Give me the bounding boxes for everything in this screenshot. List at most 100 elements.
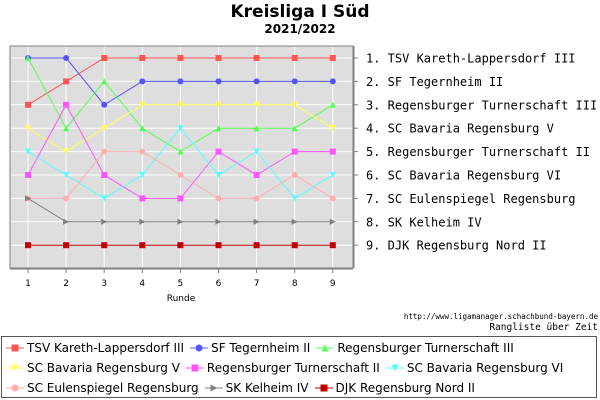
data-point	[253, 218, 260, 225]
series-group	[25, 55, 336, 249]
legend-marker	[191, 364, 199, 372]
legend-label: Regensburger Turnerschaft III	[337, 341, 514, 355]
legend-item: SC Bavaria Regensburg VI	[385, 361, 564, 375]
data-point	[63, 148, 70, 155]
legend-swatch	[204, 384, 223, 392]
data-point	[291, 218, 298, 225]
data-point	[63, 218, 70, 225]
legend-swatch	[385, 364, 404, 372]
data-point	[215, 242, 222, 249]
legend-marker	[320, 384, 328, 392]
legend-label: Regensburger Turnerschaft II	[206, 361, 380, 375]
data-point	[291, 55, 298, 61]
data-point	[139, 242, 146, 249]
data-point	[215, 125, 222, 132]
data-point	[291, 195, 298, 202]
legend-item: TSV Kareth-Lappersdorf III	[6, 341, 184, 355]
x-tick-label: 7	[254, 279, 260, 289]
legend-row: SC Eulenspiegel Regensburg SK Kelheim IV D…	[6, 378, 481, 398]
data-point	[25, 242, 31, 249]
legend-swatch	[6, 384, 24, 392]
data-point	[329, 172, 336, 178]
data-point	[101, 78, 108, 85]
rank-label: 4. SC Bavaria Regensburg V	[366, 122, 554, 136]
data-point	[215, 218, 222, 225]
data-point	[291, 172, 298, 178]
data-point	[329, 242, 336, 249]
data-point	[291, 78, 298, 85]
legend-label: SC Eulenspiegel Regensburg	[27, 381, 199, 395]
data-point	[101, 55, 108, 61]
series-4	[25, 101, 336, 155]
data-point	[291, 242, 298, 249]
legend-item: Regensburger Turnerschaft II	[185, 361, 380, 375]
legend-item: SF Tegernheim II	[190, 341, 310, 355]
legend-item: SC Bavaria Regensburg V	[6, 361, 180, 375]
data-point	[139, 172, 146, 178]
series-3	[25, 55, 336, 155]
data-point	[329, 195, 336, 202]
x-tick-label: 2	[63, 279, 69, 289]
data-point	[101, 195, 108, 202]
data-point	[215, 55, 222, 61]
data-point	[177, 101, 184, 108]
x-tick-label: 6	[216, 279, 222, 289]
legend-marker	[11, 344, 19, 352]
legend-item: SK Kelheim IV	[204, 381, 309, 395]
rank-label: 3. Regensburger Turnerschaft III	[366, 98, 597, 112]
legend-label: SC Bavaria Regensburg VI	[406, 361, 564, 375]
data-point	[177, 55, 184, 61]
legend-swatch	[6, 344, 24, 352]
data-point	[63, 55, 70, 61]
data-point	[25, 195, 31, 202]
data-point	[253, 125, 260, 132]
data-point	[25, 172, 31, 178]
data-point	[63, 101, 70, 108]
rank-label: 7. SC Eulenspiegel Regensburg	[366, 192, 576, 206]
data-point	[253, 172, 260, 178]
data-point	[329, 101, 336, 108]
data-point	[253, 101, 260, 108]
axes: 1 2 3 4 5 6 7 8 9	[10, 46, 358, 289]
data-point	[139, 125, 146, 132]
data-point	[25, 55, 31, 61]
legend-marker	[11, 384, 19, 392]
rank-label: 9. DJK Regensburg Nord II	[366, 239, 547, 253]
data-point	[291, 125, 298, 132]
x-axis-title: Runde	[167, 294, 196, 304]
data-point	[215, 148, 222, 155]
legend-row: TSV Kareth-Lappersdorf III SF Tegernheim …	[6, 338, 520, 358]
data-point	[139, 55, 146, 61]
rank-label: 6. SC Bavaria Regensburg VI	[366, 169, 561, 183]
data-point	[101, 242, 108, 249]
data-point	[139, 195, 146, 202]
series-7	[25, 148, 336, 202]
legend-swatch	[185, 364, 204, 372]
data-point	[215, 78, 222, 85]
legend-label: SC Bavaria Regensburg V	[27, 361, 180, 375]
data-point	[177, 172, 184, 178]
data-point	[25, 125, 31, 132]
rank-label: 2. SF Tegernheim II	[366, 75, 503, 89]
legend-row: SC Bavaria Regensburg V Regensburger Turn…	[6, 358, 569, 378]
legend-label: SK Kelheim IV	[225, 381, 309, 395]
series-9	[25, 242, 336, 249]
data-point	[253, 148, 260, 155]
series-2	[25, 55, 336, 108]
data-point	[215, 101, 222, 108]
rank-label: 5. Regensburger Turnerschaft II	[366, 145, 590, 159]
data-point	[63, 125, 70, 132]
legend-label: DJK Regensburg Nord II	[335, 381, 475, 395]
data-point	[177, 242, 184, 249]
data-point	[215, 195, 222, 202]
legend-marker	[195, 344, 203, 352]
data-point	[63, 195, 70, 202]
x-tick-label: 3	[101, 279, 107, 289]
legend-marker	[321, 344, 329, 352]
data-point	[139, 101, 146, 108]
data-point	[177, 125, 184, 132]
data-point	[63, 242, 70, 249]
data-point	[291, 101, 298, 108]
data-point	[101, 172, 108, 178]
data-point	[329, 218, 336, 225]
